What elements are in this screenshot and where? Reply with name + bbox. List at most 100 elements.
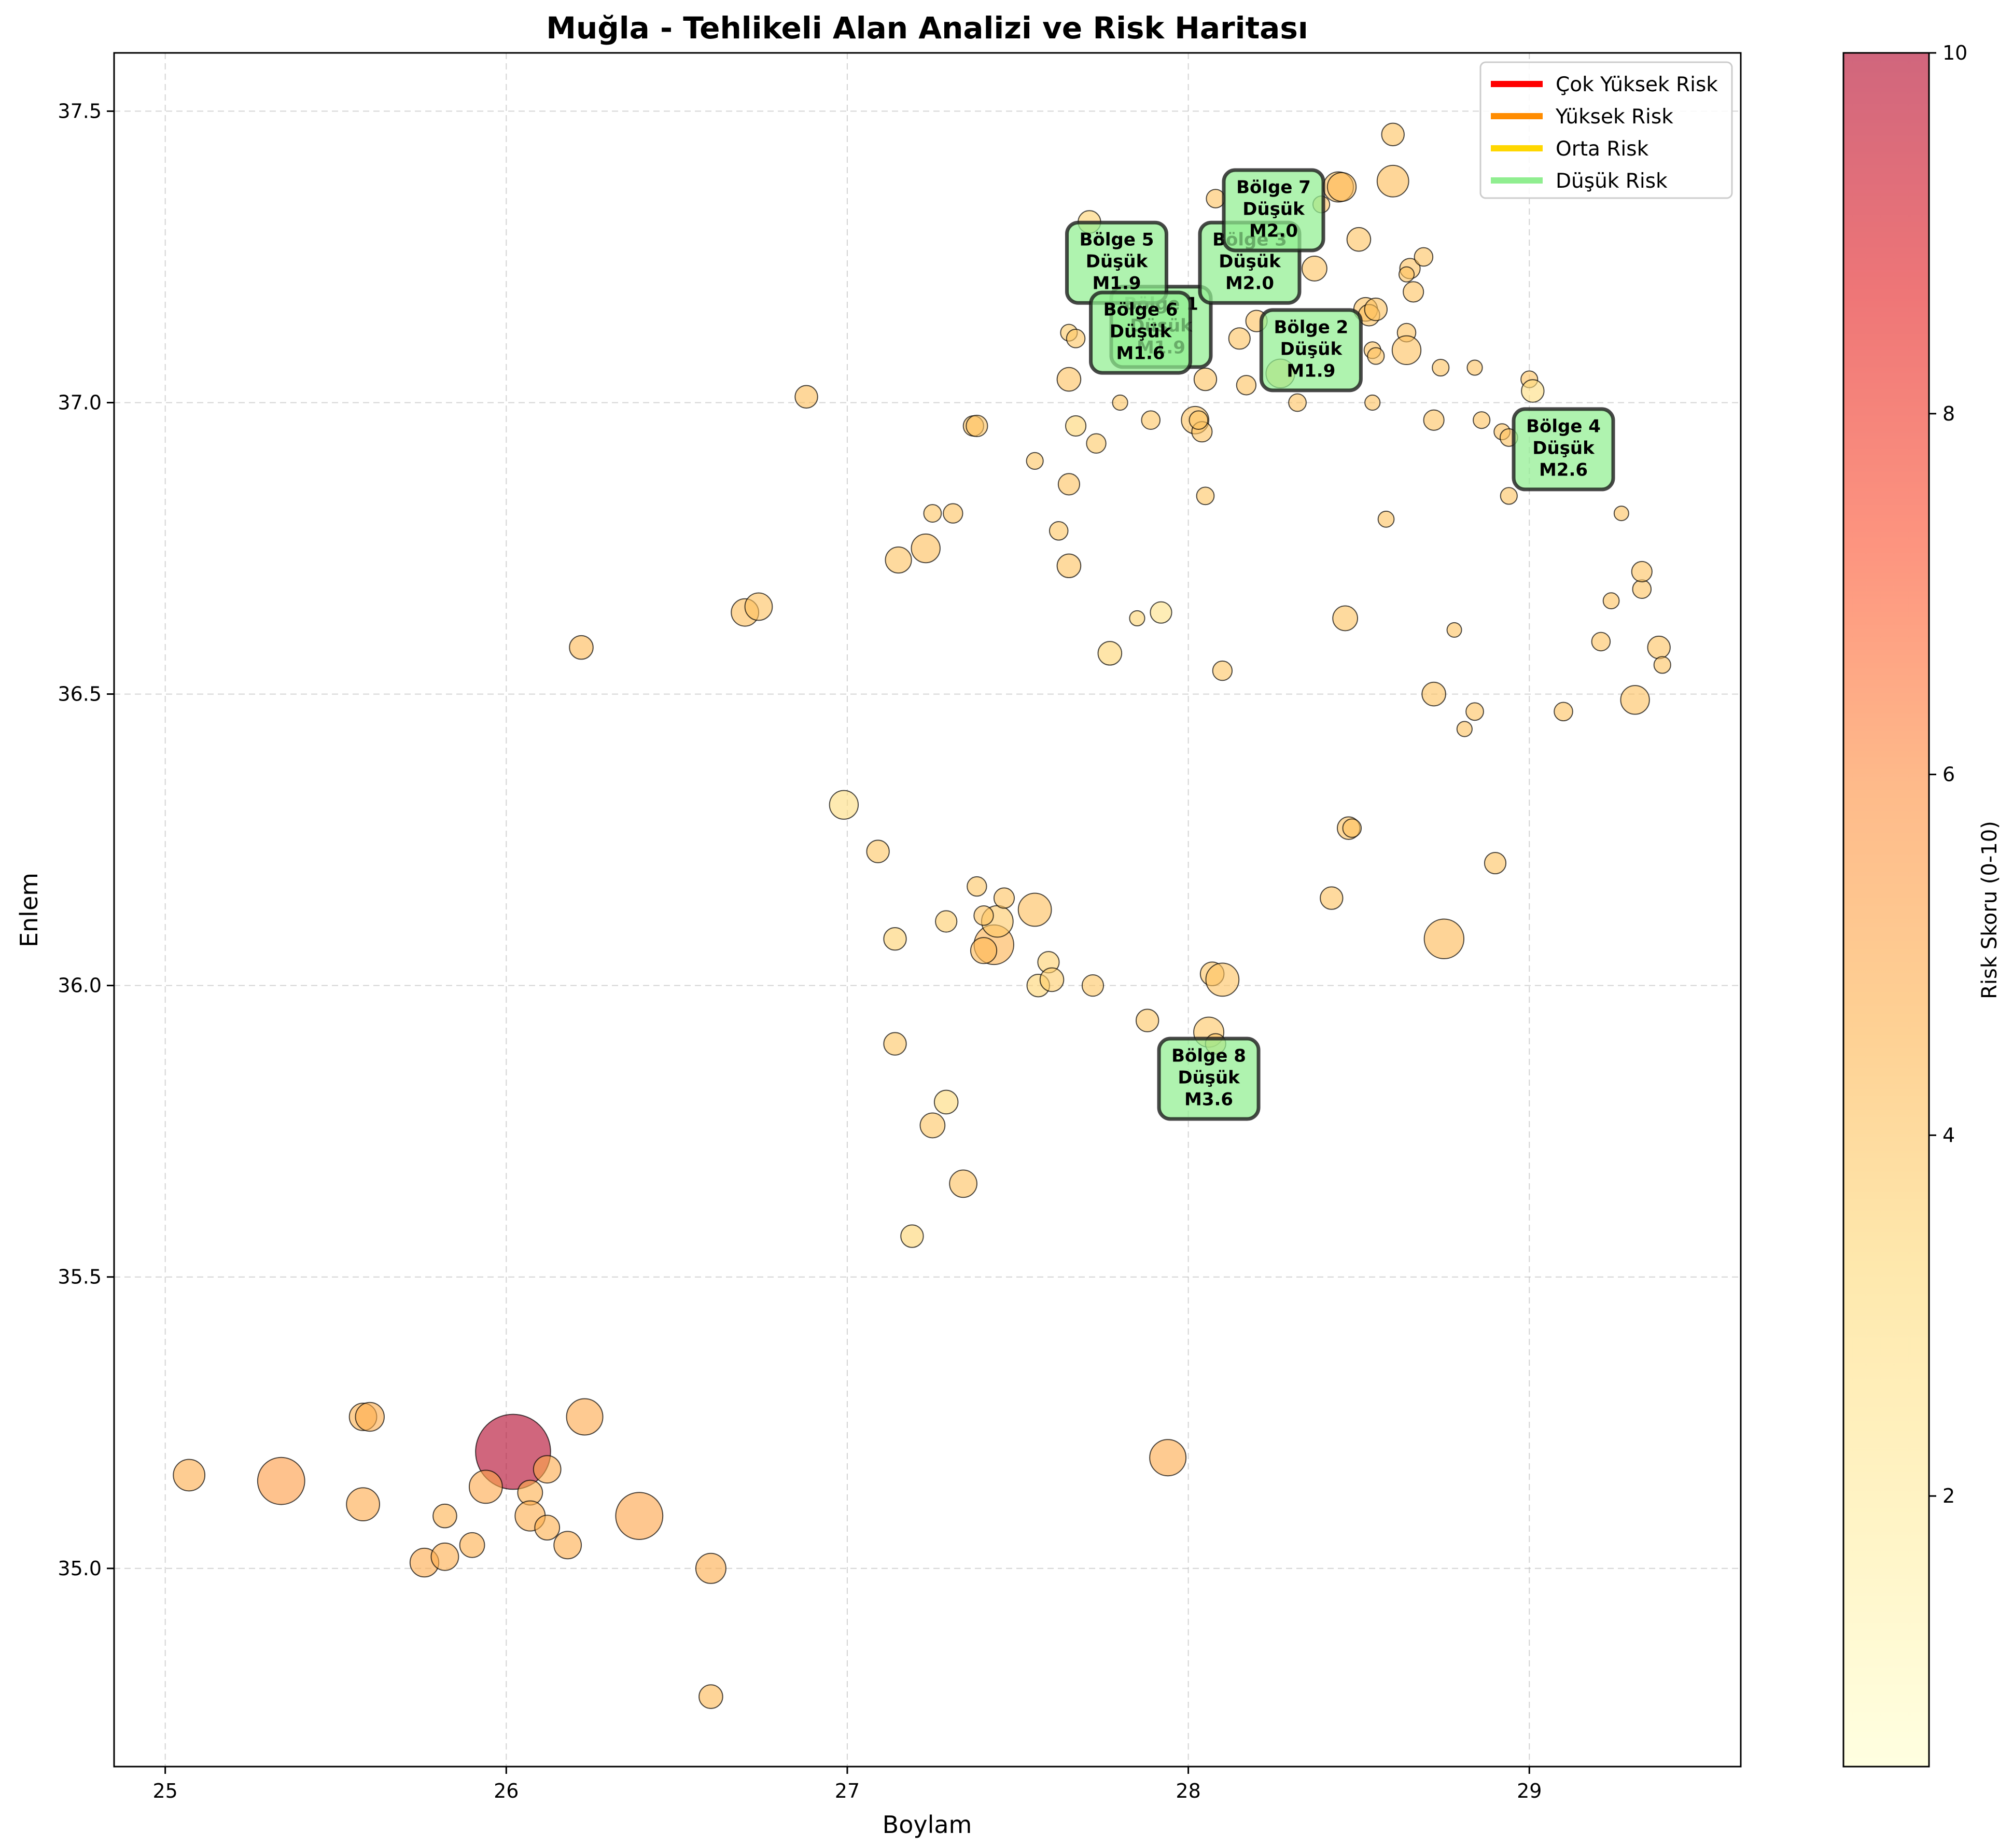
scatter-point bbox=[533, 1455, 562, 1484]
scatter-point bbox=[1631, 561, 1653, 583]
scatter-point bbox=[173, 1459, 206, 1492]
scatter-point bbox=[698, 1684, 723, 1709]
region-label-line: Düşük bbox=[1280, 339, 1343, 359]
scatter-point bbox=[1056, 367, 1082, 392]
scatter-point bbox=[1364, 297, 1388, 321]
scatter-point bbox=[1086, 433, 1107, 454]
colorbar-label: Risk Skoru (0-10) bbox=[1978, 821, 2002, 999]
scatter-point bbox=[1465, 702, 1484, 721]
colorbar-tick-label: 8 bbox=[1942, 402, 1955, 425]
scatter-point bbox=[1189, 410, 1209, 430]
x-tick-label: 27 bbox=[835, 1780, 860, 1802]
scatter-point bbox=[553, 1531, 582, 1560]
scatter-point bbox=[1149, 1439, 1187, 1477]
scatter-point bbox=[973, 905, 994, 926]
region-label-line: M3.6 bbox=[1184, 1089, 1233, 1110]
y-axis-label: Enlem bbox=[15, 873, 43, 947]
x-tick-label: 26 bbox=[494, 1780, 519, 1802]
scatter-point bbox=[1017, 892, 1052, 927]
legend: Çok Yüksek Risk Yüksek Risk Orta Risk Düşük… bbox=[1479, 61, 1733, 199]
scatter-point bbox=[1653, 656, 1671, 674]
scatter-point bbox=[1141, 410, 1161, 430]
scatter-point bbox=[1332, 605, 1359, 632]
scatter-point bbox=[1381, 122, 1405, 147]
scatter-point bbox=[1066, 329, 1086, 348]
y-tick-label: 36.5 bbox=[58, 683, 102, 706]
scatter-point bbox=[1554, 702, 1573, 722]
x-axis-label: Boylam bbox=[883, 1811, 972, 1839]
colorbar-tick-label: 2 bbox=[1942, 1485, 1955, 1507]
scatter-point bbox=[468, 1469, 503, 1504]
scatter-point bbox=[911, 533, 941, 564]
region-box bbox=[1157, 1037, 1261, 1121]
x-tick-label: 28 bbox=[1176, 1780, 1200, 1802]
x-tick-label: 25 bbox=[152, 1780, 177, 1802]
scatter-points bbox=[173, 122, 1671, 1709]
scatter-point bbox=[1403, 281, 1424, 303]
scatter-point bbox=[900, 1224, 924, 1248]
scatter-point bbox=[534, 1515, 561, 1541]
scatter-point bbox=[1228, 327, 1251, 350]
region-label-line: Düşük bbox=[1219, 251, 1281, 272]
scatter-point bbox=[1647, 635, 1671, 660]
region-label-line: M1.9 bbox=[1092, 273, 1141, 294]
colorbar-ticks: 2 4 6 8 10 bbox=[1929, 41, 1967, 1507]
scatter-point bbox=[1342, 818, 1362, 838]
scatter-point bbox=[475, 1413, 551, 1490]
region-label-line: M2.0 bbox=[1249, 221, 1298, 242]
region-label-line: Bölge 2 bbox=[1274, 317, 1348, 338]
colorbar bbox=[1842, 52, 1930, 1768]
region-label-line: Düşük bbox=[1532, 438, 1595, 458]
scatter-point bbox=[569, 635, 594, 660]
colorbar-tick-label: 6 bbox=[1942, 763, 1955, 786]
scatter-point bbox=[1346, 227, 1372, 252]
region-label-line: M1.6 bbox=[1116, 343, 1165, 364]
scatter-point bbox=[1135, 1009, 1159, 1032]
scatter-point bbox=[1205, 962, 1240, 997]
y-axis-ticks: 35.0 35.5 36.0 36.5 37.0 37.5 bbox=[58, 100, 114, 1580]
scatter-point bbox=[1613, 506, 1629, 522]
scatter-point bbox=[1065, 415, 1087, 437]
scatter-point bbox=[1367, 347, 1385, 365]
scatter-point bbox=[430, 1542, 459, 1571]
scatter-point bbox=[1129, 610, 1145, 627]
region-label-line: M1.9 bbox=[1287, 360, 1335, 381]
region-label-line: Bölge 5 bbox=[1080, 230, 1154, 250]
scatter-point bbox=[949, 1169, 977, 1198]
legend-entry-label: Çok Yüksek Risk bbox=[1556, 73, 1718, 96]
scatter-point bbox=[1288, 393, 1307, 412]
scatter-point bbox=[1302, 256, 1327, 282]
region-box bbox=[1222, 168, 1325, 253]
scatter-point bbox=[943, 503, 963, 524]
scatter-point bbox=[1423, 409, 1445, 431]
scatter-point bbox=[933, 1089, 959, 1115]
scatter-point bbox=[1484, 851, 1507, 875]
scatter-point bbox=[432, 1503, 457, 1529]
scatter-point bbox=[1056, 553, 1082, 579]
scatter-point bbox=[1026, 452, 1044, 470]
scatter-point bbox=[1049, 521, 1069, 541]
scatter-point bbox=[459, 1532, 485, 1558]
scatter-point bbox=[1632, 579, 1652, 599]
scatter-point bbox=[993, 887, 1015, 909]
scatter-point bbox=[1326, 172, 1357, 202]
scatter-point bbox=[744, 592, 773, 621]
y-tick-label: 37.5 bbox=[58, 100, 102, 122]
scatter-point bbox=[1620, 685, 1650, 715]
scatter-point bbox=[1602, 592, 1620, 610]
scatter-point bbox=[966, 414, 988, 438]
scatter-point bbox=[1236, 375, 1257, 396]
scatter-point bbox=[1500, 487, 1518, 505]
region-label-line: Bölge 8 bbox=[1171, 1046, 1246, 1067]
scatter-point bbox=[883, 1032, 907, 1056]
region-label-line: Bölge 7 bbox=[1236, 177, 1311, 198]
scatter-point bbox=[885, 546, 912, 574]
y-tick-label: 37.0 bbox=[58, 391, 102, 414]
legend-box bbox=[1479, 61, 1733, 199]
scatter-point bbox=[1391, 335, 1422, 366]
